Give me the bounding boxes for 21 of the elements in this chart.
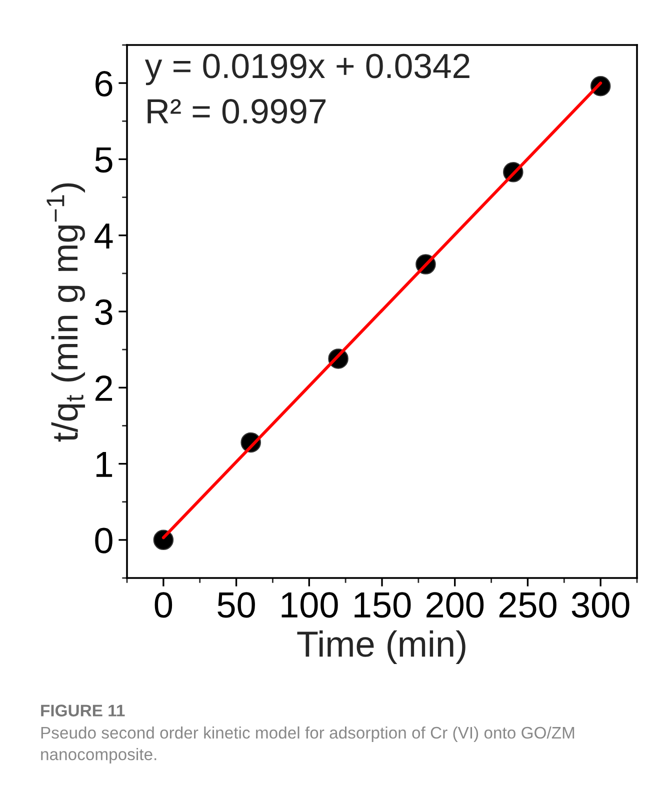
annotation: R² = 0.9997 — [148, 99, 326, 124]
x-tick-label: 250 — [499, 592, 556, 618]
point — [153, 530, 174, 550]
y-tick-label: 1 — [96, 452, 112, 477]
annotation: y = 0.0199x + 0.0342 — [144, 54, 470, 86]
y-axis-title: t/q$_{t}$ (min g mg$^{−1}$) — [46, 183, 85, 442]
x-tick-label: 200 — [426, 592, 484, 618]
x-tick-label: 300 — [572, 592, 630, 618]
x-tick-label: 0 — [154, 592, 172, 618]
y-tick-label: 0 — [95, 528, 112, 554]
x-axis-title: Time (min) — [297, 630, 466, 664]
y-tick-label: 6 — [96, 70, 112, 97]
x-tick-label: 100 — [282, 592, 338, 618]
y-tick-label: 4 — [94, 224, 113, 248]
x-tick-label: 150 — [354, 592, 411, 618]
text: FIGURE 11 — [41, 704, 125, 716]
y-tick-label: 2 — [96, 376, 112, 401]
text: Pseudo second order kinetic model for adsorption of Cr (VI) onto GO/ZM nanocomposite. — [41, 726, 574, 764]
y-tick-label: 5 — [95, 147, 112, 173]
x-tick-label: 50 — [218, 592, 255, 618]
y-tick-label: 3 — [95, 299, 112, 325]
